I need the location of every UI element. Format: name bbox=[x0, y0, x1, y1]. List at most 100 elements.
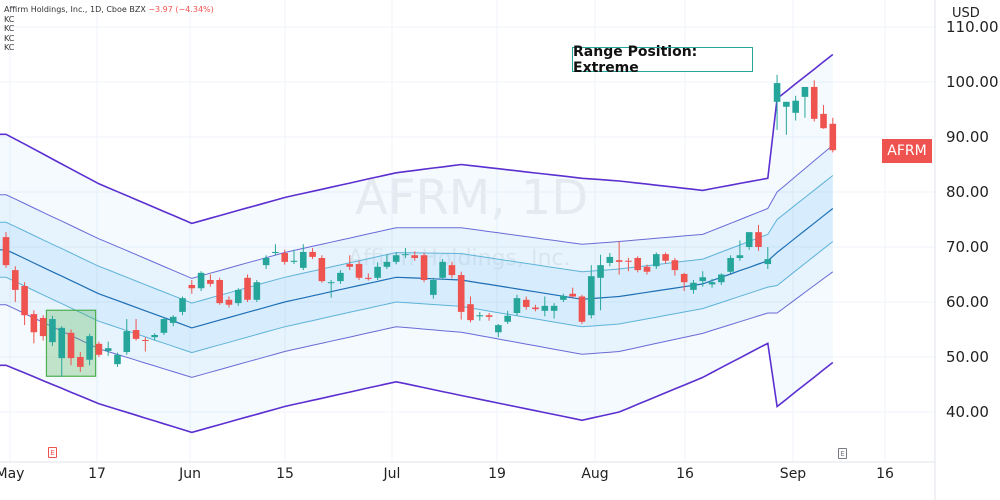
price-tick-label: 70.00 bbox=[946, 238, 989, 256]
candle-body bbox=[290, 260, 298, 262]
candle-body bbox=[420, 255, 428, 280]
candle-body bbox=[216, 280, 223, 304]
candle-body bbox=[132, 330, 140, 339]
candle-body bbox=[690, 282, 697, 290]
candle-body bbox=[727, 258, 734, 272]
candle-body bbox=[2, 237, 10, 266]
candle-body bbox=[11, 270, 19, 290]
candle-body bbox=[169, 316, 177, 323]
date-tick-label: 15 bbox=[276, 466, 294, 482]
date-tick-label: 16 bbox=[676, 466, 694, 482]
date-tick-label: Jun bbox=[179, 466, 201, 482]
candle-body bbox=[792, 100, 799, 113]
candle-body bbox=[197, 272, 205, 289]
candle-body bbox=[708, 282, 716, 285]
candle-body bbox=[569, 293, 576, 297]
indicator-kc-4[interactable]: KC bbox=[4, 43, 15, 53]
candle-body bbox=[188, 284, 196, 289]
price-tick-label: 100.00 bbox=[946, 73, 999, 91]
candle-body bbox=[49, 319, 56, 343]
candle-body bbox=[318, 258, 326, 282]
candle-body bbox=[522, 299, 530, 307]
date-tick-label: May bbox=[0, 466, 25, 482]
date-tick-label: 17 bbox=[88, 466, 106, 482]
candle-body bbox=[95, 343, 103, 355]
candle-body bbox=[764, 259, 772, 265]
candle-body bbox=[392, 255, 400, 262]
date-tick-label: 16 bbox=[876, 466, 894, 482]
candle-body bbox=[272, 251, 279, 254]
candle-body bbox=[123, 331, 131, 353]
legend: Affirm Holdings, Inc., 1D, Cboe BZX −3.9… bbox=[4, 5, 214, 53]
kc-outer-lower bbox=[0, 342, 834, 434]
candle-body bbox=[262, 258, 270, 266]
indicator-kc-1[interactable]: KC bbox=[4, 14, 15, 24]
candle-body bbox=[160, 319, 168, 333]
indicator-kc-2[interactable]: KC bbox=[4, 24, 15, 34]
candle-body bbox=[532, 307, 539, 310]
candle-body bbox=[718, 274, 725, 283]
candle-body bbox=[504, 315, 511, 322]
candle-body bbox=[225, 299, 233, 305]
candle-body bbox=[541, 305, 549, 311]
candle-body bbox=[745, 232, 753, 247]
band2-fill bbox=[0, 145, 833, 378]
watermark-ticker: AFRM, 1D bbox=[355, 170, 588, 226]
currency-label[interactable]: USD bbox=[950, 6, 982, 21]
candle-body bbox=[21, 286, 28, 316]
candle-body bbox=[634, 258, 642, 271]
candle-body bbox=[337, 272, 344, 282]
candle-body bbox=[485, 315, 493, 317]
candle-body bbox=[30, 314, 38, 333]
price-tick-label: 60.00 bbox=[946, 293, 989, 311]
candle-body bbox=[467, 304, 474, 321]
candle-body bbox=[587, 276, 595, 316]
price-tick-label: 110.00 bbox=[946, 18, 999, 36]
band1-fill bbox=[0, 175, 833, 353]
candle-body bbox=[625, 260, 632, 262]
candle-body bbox=[355, 264, 363, 278]
candle-body bbox=[234, 289, 242, 304]
date-tick-label: Aug bbox=[581, 466, 609, 482]
candle-body bbox=[773, 83, 781, 102]
candle-body bbox=[67, 332, 75, 359]
candle-body bbox=[495, 325, 502, 333]
watermark-name: Affirm Holdings, Inc. bbox=[348, 246, 570, 271]
candle-body bbox=[448, 265, 456, 276]
candle-body bbox=[606, 256, 614, 263]
candle-body bbox=[662, 254, 669, 261]
earnings-marker[interactable]: E bbox=[838, 448, 847, 459]
candle-body bbox=[829, 123, 837, 151]
candle-body bbox=[560, 295, 567, 300]
candle-body bbox=[597, 265, 604, 278]
candle-body bbox=[402, 254, 409, 256]
candle-body bbox=[411, 255, 419, 258]
symbol-line: Affirm Holdings, Inc., 1D, Cboe BZX bbox=[4, 5, 146, 14]
candle-body bbox=[783, 101, 790, 107]
candle-body bbox=[114, 354, 121, 365]
price-tick-label: 40.00 bbox=[946, 403, 989, 421]
kc-outer-upper bbox=[0, 53, 834, 225]
candle-body bbox=[513, 298, 521, 313]
earnings-marker[interactable]: E bbox=[48, 447, 57, 458]
candle-body bbox=[550, 305, 558, 311]
indicator-kc-3[interactable]: KC bbox=[4, 33, 15, 43]
candle-body bbox=[615, 260, 623, 262]
candle-body bbox=[299, 251, 307, 268]
candle-body bbox=[77, 357, 84, 367]
price-change: −3.97 (−4.34%) bbox=[148, 5, 214, 14]
candle-body bbox=[578, 296, 586, 322]
range-position-annotation: Range Position: Extreme bbox=[572, 44, 753, 76]
date-tick-label: Sep bbox=[779, 466, 807, 482]
band3-fill bbox=[0, 54, 833, 433]
candle-body bbox=[643, 266, 651, 272]
candle-body bbox=[820, 113, 827, 129]
candle-body bbox=[104, 348, 112, 351]
candle-body bbox=[281, 253, 288, 262]
candle-body bbox=[671, 260, 679, 271]
date-tick-label: Jul bbox=[383, 466, 401, 482]
candle-body bbox=[39, 317, 47, 337]
candle-body bbox=[457, 275, 465, 312]
